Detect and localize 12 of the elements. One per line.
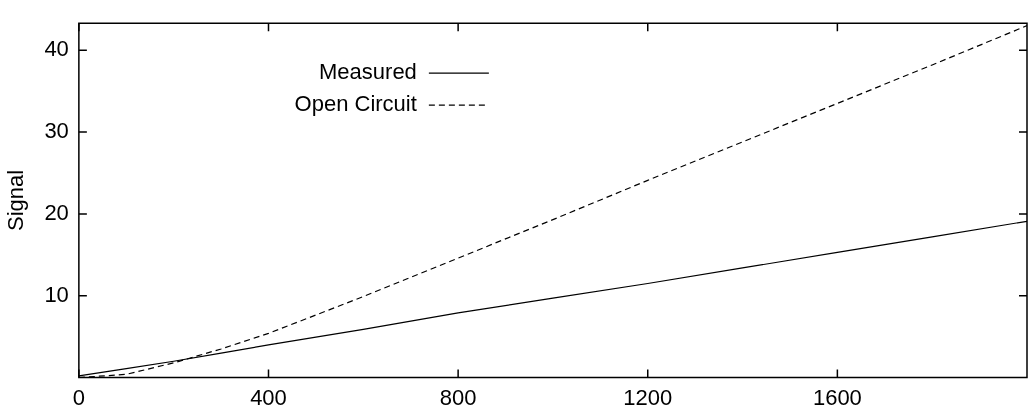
y-tick-label: 10: [44, 281, 69, 307]
x-tick-label: 1600: [812, 384, 862, 410]
y-axis-title: Signal: [3, 169, 29, 231]
x-tick-label: 400: [250, 384, 287, 410]
y-tick-label: 40: [44, 36, 69, 62]
y-tick-label: 20: [44, 199, 69, 225]
x-tick-label: 800: [439, 384, 477, 410]
legend-label: Measured: [319, 59, 417, 85]
legend-label: Open Circuit: [294, 91, 417, 117]
x-tick-label: 1200: [623, 384, 673, 410]
x-tick-label: 0: [72, 384, 85, 410]
y-tick-label: 30: [44, 118, 69, 144]
